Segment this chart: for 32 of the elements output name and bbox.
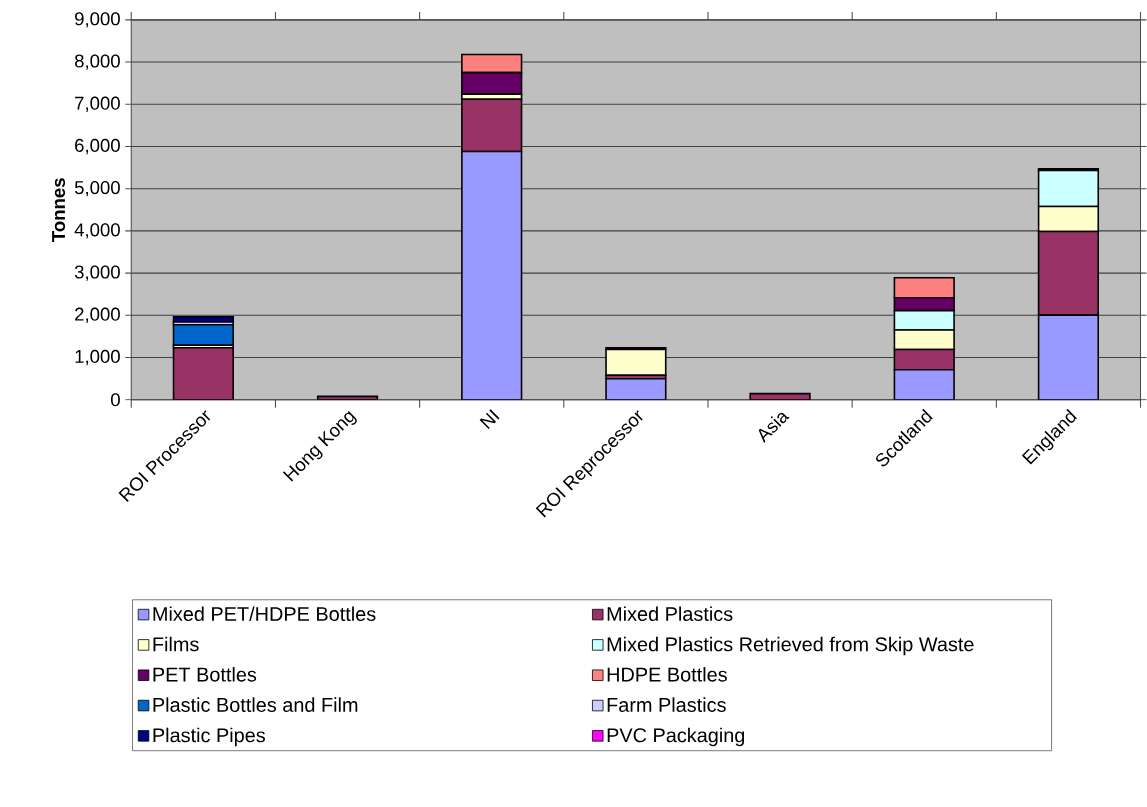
legend-label: Plastic Bottles and Film [153,697,358,712]
y-tick-label: 3,000 [74,265,120,281]
legend-label: PVC Packaging [607,727,745,747]
y-tick-label: 9,000 [75,12,120,28]
bar [172,346,234,400]
legend-label: Mixed Plastics [607,606,733,621]
x-tick-label: Asia [758,412,790,443]
legend-label: Farm Plastics [607,697,726,712]
legend-label: Mixed PET/HDPE Bottles [153,606,376,621]
bar [1037,230,1100,316]
bar [893,368,955,400]
y-tick-label: 2,000 [75,307,120,323]
legend-label: Films [153,636,199,652]
y-tick-label: 4,000 [74,223,120,239]
bar [1037,314,1100,400]
y-axis-title: Tonnes [52,178,66,242]
y-tick-label: 5,000 [74,180,120,197]
bar [893,348,955,371]
bar [461,150,523,400]
legend-label: Plastic Pipes [153,727,265,747]
y-tick-label: 7,000 [75,96,120,112]
legend-label: HDPE Bottles [607,666,727,682]
y-tick-label: 6,000 [75,138,120,154]
legend-label: PET Bottles [153,666,257,682]
bar [605,348,667,376]
bar [172,323,234,346]
y-tick-label: 1,000 [75,349,120,365]
legend-label: Mixed Plastics Retrieved from Skip Waste [607,636,974,656]
y-tick-label: 8,000 [74,54,120,70]
bar [461,98,523,153]
y-tick-label: 0 [111,392,120,407]
x-tick-label: NI [479,408,500,429]
